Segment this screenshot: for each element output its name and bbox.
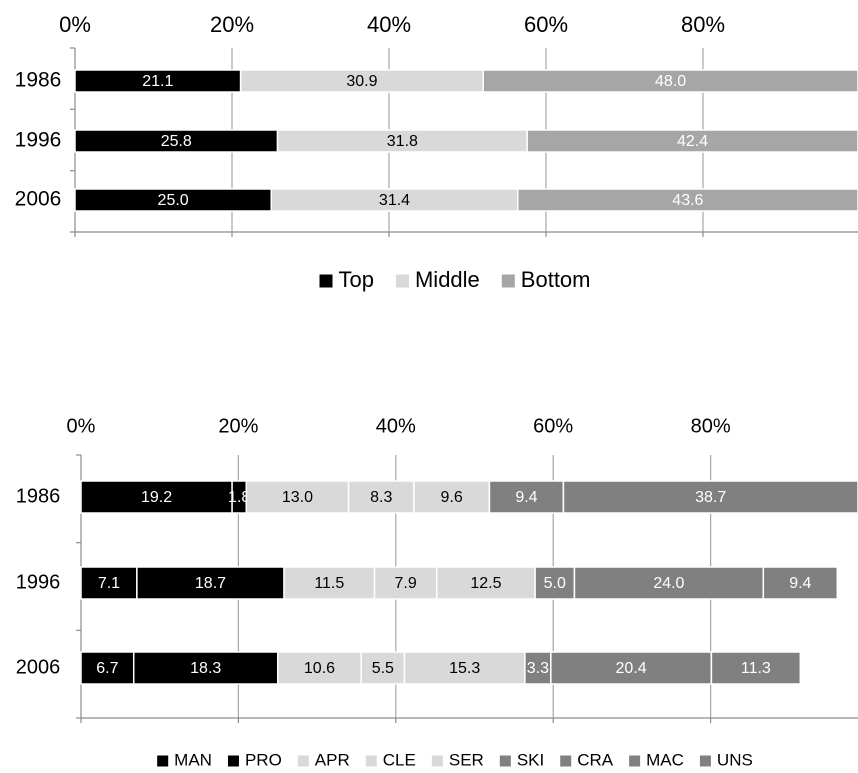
legend-swatch-top: [319, 274, 333, 288]
legend-swatch-bottom: [501, 274, 515, 288]
data-label-mac-1996: 24.0: [653, 575, 684, 592]
data-label-man-2006: 6.7: [96, 660, 118, 677]
legend-swatch-cle: [365, 755, 377, 767]
data-label-mac-2006: 20.4: [616, 660, 647, 677]
data-label-top-1996: 25.8: [161, 133, 192, 150]
legend-swatch-man: [157, 755, 169, 767]
legend-swatch-middle: [395, 274, 409, 288]
legend-swatch-cra: [560, 755, 572, 767]
data-label-cra-1996: 5.0: [544, 575, 566, 592]
bar-bottom-1986: [482, 69, 858, 93]
data-label-uns-2006: 11.3: [741, 660, 771, 677]
legend-label-ser: SER: [449, 750, 484, 769]
x-tick-label-80-: 80%: [691, 415, 731, 437]
x-tick-label-20-: 20%: [218, 415, 258, 437]
data-label-cra-1986: 9.4: [515, 489, 537, 506]
data-label-ski-1986: 9.6: [441, 489, 463, 506]
chart-top-middle-bottom: 0% 20% 40% 60% 80% 1986 1996 2006 21.1 30.9 48.0 25…: [15, 12, 858, 292]
x-tick-label-80-: 80%: [681, 12, 725, 37]
x-tick-label-0-: 0%: [67, 415, 96, 437]
legend-label-cra: CRA: [577, 750, 614, 769]
data-label-ser-1986: 8.3: [370, 489, 392, 506]
data-label-ser-1996: 7.9: [395, 575, 417, 592]
bar-ski-1996: [435, 566, 536, 600]
data-label-middle-1986: 30.9: [346, 73, 377, 90]
data-label-middle-2006: 31.4: [379, 192, 410, 209]
bar-mac-2006: [550, 651, 713, 685]
data-label-apr-1986: 1.8: [228, 489, 250, 506]
legend-swatch-mac: [629, 755, 641, 767]
data-label-cle-2006: 10.6: [304, 660, 335, 677]
legend-label-top: Top: [339, 267, 374, 292]
data-label-man-1996: 7.1: [98, 575, 120, 592]
bar-mac-1986: [562, 480, 858, 514]
data-label-cle-1996: 11.5: [314, 575, 344, 592]
data-label-ski-1996: 12.5: [470, 575, 501, 592]
bar-pro-1996: [136, 566, 285, 600]
bar-bottom-2006: [516, 188, 858, 212]
bar-uns-1996: [762, 566, 839, 600]
bar-cle-2006: [277, 651, 362, 685]
category-label-1996: 1996: [15, 129, 62, 152]
legend-label-ski: SKI: [517, 750, 544, 769]
legend-swatch-ski: [499, 755, 511, 767]
category-label-2006: 2006: [16, 656, 61, 678]
legend-swatch-apr: [297, 755, 309, 767]
category-label-1996: 1996: [16, 571, 61, 593]
x-tick-label-40-: 40%: [376, 415, 416, 437]
data-label-ser-2006: 5.5: [372, 660, 394, 677]
legend-label-pro: PRO: [245, 750, 282, 769]
bar-man-1996: [80, 566, 138, 600]
data-label-bottom-1986: 48.0: [655, 73, 686, 90]
x-tick-label-20-: 20%: [210, 12, 254, 37]
legend-label-cle: CLE: [383, 750, 416, 769]
bar-ser-1986: [347, 480, 415, 514]
data-label-bottom-1996: 42.4: [677, 133, 708, 150]
legend-label-mac: MAC: [646, 750, 684, 769]
x-tick-label-0-: 0%: [59, 12, 91, 37]
data-label-cra-2006: 3.3: [527, 660, 549, 677]
category-label-1986: 1986: [16, 485, 61, 507]
legend-swatch-uns: [699, 755, 711, 767]
data-label-pro-1986: 19.2: [141, 489, 172, 506]
data-label-ski-2006: 15.3: [449, 660, 480, 677]
chart-occupation-groups: 0% 20% 40% 60% 80% 1986 1996 2006 19.2 1.8 13.0 8.3…: [16, 415, 858, 769]
x-tick-label-40-: 40%: [367, 12, 411, 37]
bar-mac-1996: [573, 566, 765, 600]
data-label-top-1986: 21.1: [142, 73, 173, 90]
bar-man-2006: [80, 651, 135, 685]
data-label-cle-1986: 13.0: [282, 489, 313, 506]
x-tick-label-60-: 60%: [524, 12, 568, 37]
bar-pro-1986: [80, 480, 233, 514]
data-label-pro-1996: 18.7: [195, 575, 226, 592]
bar-uns-2006: [710, 651, 802, 685]
data-label-mac-1986: 38.7: [695, 489, 726, 506]
legend-label-uns: UNS: [717, 750, 753, 769]
bar-cle-1996: [283, 566, 376, 600]
bar-ski-1986: [413, 480, 491, 514]
data-label-uns-1996: 9.4: [789, 575, 811, 592]
legend: MAN PRO APR CLE SER SKI CRA MAC UNS: [157, 750, 753, 769]
legend-label-bottom: Bottom: [521, 267, 591, 292]
legend-swatch-ser: [431, 755, 443, 767]
x-tick-label-60-: 60%: [533, 415, 573, 437]
legend-label-middle: Middle: [415, 267, 480, 292]
legend-label-apr: APR: [315, 750, 350, 769]
data-label-top-2006: 25.0: [158, 192, 189, 209]
data-label-pro-2006: 18.3: [190, 660, 221, 677]
data-label-middle-1996: 31.8: [387, 133, 418, 150]
legend-label-man: MAN: [174, 750, 212, 769]
category-label-2006: 2006: [15, 188, 62, 211]
bar-cra-1986: [488, 480, 565, 514]
legend-swatch-pro: [227, 755, 239, 767]
data-label-bottom-2006: 43.6: [672, 192, 703, 209]
category-label-1986: 1986: [15, 69, 62, 92]
legend: Top Middle Bottom: [319, 267, 591, 292]
bar-cra-2006: [524, 651, 552, 685]
